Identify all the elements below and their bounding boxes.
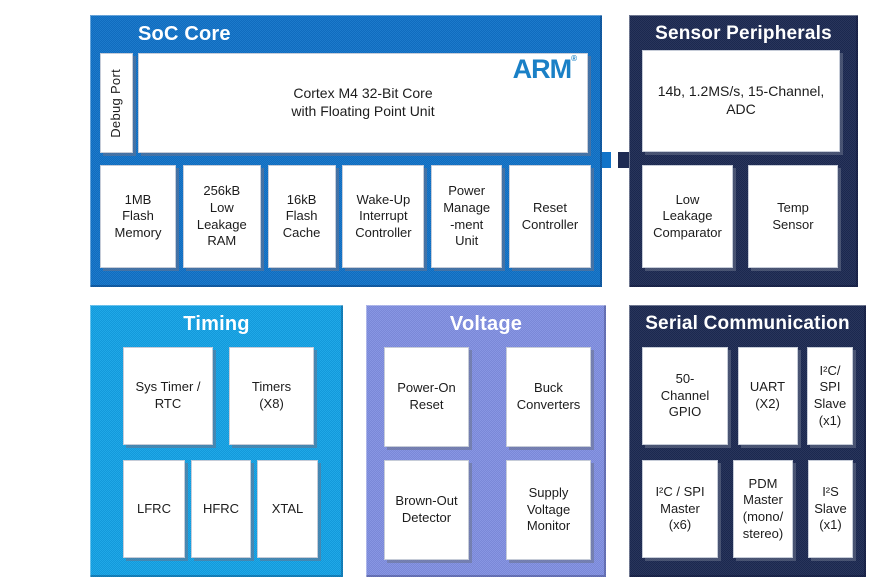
debug-port-label: Debug Port	[108, 68, 124, 138]
cortex-core-label: Cortex M4 32-Bit Core with Floating Poin…	[291, 85, 435, 119]
box-i2c-spi-master: I²C / SPI Master (x6)	[642, 460, 718, 558]
arm-logo: ARM®	[512, 54, 577, 85]
box-uart: UART (X2)	[737, 347, 798, 445]
arm-logo-text: ARM	[512, 54, 572, 84]
soc-core-title: SoC Core	[138, 23, 231, 45]
voltage-row-1: Power-On Reset Buck Converters	[384, 347, 591, 447]
box-pdm-master: PDM Master (mono/ stereo)	[733, 460, 793, 558]
serial-communication-title: Serial Communication	[645, 313, 850, 334]
box-i2s-slave: I²S Slave (x1)	[808, 460, 853, 558]
soc-core-connector-stub	[602, 152, 611, 168]
soc-core-sub-row: 1MB Flash Memory 256kB Low Leakage RAM 1…	[100, 165, 591, 268]
block-voltage: Voltage Power-On Reset Buck Converters B…	[366, 305, 606, 577]
box-gpio: 50- Channel GPIO	[642, 347, 728, 445]
arm-registered-mark: ®	[571, 54, 577, 63]
sensor-peripherals-sub-row: Low Leakage Comparator Temp Sensor	[642, 165, 838, 268]
block-soc-core: SoC Core Debug Port ARM® Cortex M4 32-Bi…	[90, 15, 602, 287]
box-power-on-reset: Power-On Reset	[384, 347, 469, 447]
box-supply-voltage-monitor: Supply Voltage Monitor	[506, 460, 591, 560]
box-hfrc: HFRC	[191, 460, 251, 558]
block-timing: Timing Sys Timer / RTC Timers (X8) LFRC …	[90, 305, 343, 577]
box-lfrc: LFRC	[123, 460, 185, 558]
voltage-row-2: Brown-Out Detector Supply Voltage Monito…	[384, 460, 591, 560]
box-flash-cache: 16kB Flash Cache	[267, 165, 336, 268]
voltage-title: Voltage	[449, 313, 523, 335]
box-wakeup-interrupt-controller: Wake-Up Interrupt Controller	[342, 165, 425, 268]
timing-title: Timing	[183, 313, 250, 335]
box-adc: 14b, 1.2MS/s, 15-Channel, ADC	[642, 50, 840, 152]
cortex-core-box: ARM® Cortex M4 32-Bit Core with Floating…	[138, 53, 588, 153]
box-brown-out-detector: Brown-Out Detector	[384, 460, 469, 560]
timing-row-1: Sys Timer / RTC Timers (X8)	[123, 347, 314, 445]
box-i2c-spi-slave: I²C/ SPI Slave (x1)	[807, 347, 853, 445]
block-serial-communication: Serial Communication 50- Channel GPIO UA…	[629, 305, 866, 577]
timing-row-2: LFRC HFRC XTAL	[123, 460, 318, 558]
sensor-peripherals-connector-stub	[618, 152, 629, 168]
block-sensor-peripherals: Sensor Peripherals 14b, 1.2MS/s, 15-Chan…	[629, 15, 858, 287]
box-timers-x8: Timers (X8)	[229, 347, 314, 445]
box-low-leakage-comparator: Low Leakage Comparator	[642, 165, 733, 268]
box-low-leakage-ram: 256kB Low Leakage RAM	[182, 165, 261, 268]
serial-row-1: 50- Channel GPIO UART (X2) I²C/ SPI Slav…	[642, 347, 853, 445]
sensor-peripherals-title: Sensor Peripherals	[655, 23, 832, 44]
box-buck-converters: Buck Converters	[506, 347, 591, 447]
box-sys-timer-rtc: Sys Timer / RTC	[123, 347, 213, 445]
debug-port-box: Debug Port	[100, 53, 133, 153]
serial-row-2: I²C / SPI Master (x6) PDM Master (mono/ …	[642, 460, 853, 558]
box-flash-memory: 1MB Flash Memory	[100, 165, 176, 268]
box-temp-sensor: Temp Sensor	[748, 165, 838, 268]
box-power-management-unit: Power Manage -ment Unit	[431, 165, 503, 268]
box-reset-controller: Reset Controller	[508, 165, 591, 268]
box-xtal: XTAL	[257, 460, 318, 558]
